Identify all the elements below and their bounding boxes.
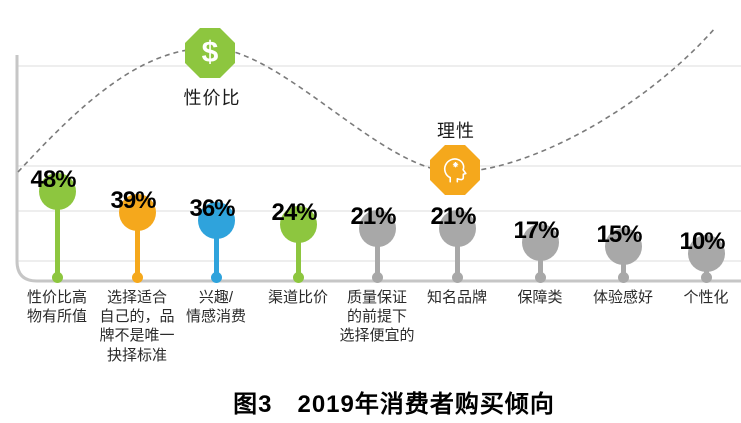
lollipop-base-dot bbox=[700, 271, 712, 283]
lollipop-base-dot bbox=[451, 271, 463, 283]
lollipop-base-dot bbox=[131, 271, 143, 283]
lollipop-base-dot bbox=[371, 271, 383, 283]
value-label: 48% bbox=[30, 166, 76, 193]
dollar-octagon-icon: $ bbox=[185, 28, 235, 78]
value-label: 17% bbox=[513, 217, 559, 244]
lollipop-ball bbox=[279, 205, 317, 243]
lollipop-stick bbox=[213, 220, 219, 277]
lollipop-stick bbox=[374, 228, 380, 277]
value-label: 39% bbox=[110, 187, 156, 214]
category-label: 知名品牌 bbox=[426, 289, 487, 306]
value-label: 15% bbox=[596, 221, 642, 248]
annotation-label-cost-performance: 性价比 bbox=[183, 88, 241, 108]
axis-line bbox=[15, 55, 741, 283]
value-label: 24% bbox=[271, 199, 317, 226]
category-label: 兴趣/ 情感消费 bbox=[185, 289, 246, 326]
lollipop-ball bbox=[118, 193, 156, 231]
lollipop-ball bbox=[358, 209, 396, 247]
value-label: 21% bbox=[430, 203, 476, 230]
head-profile-icon bbox=[443, 158, 467, 183]
head-octagon-icon bbox=[430, 145, 480, 195]
lollipop-ball bbox=[38, 172, 76, 210]
lollipop-base-dot bbox=[617, 271, 629, 283]
category-label: 个性化 bbox=[683, 289, 729, 306]
category-label: 选择适合 自己的，品 牌不是唯一 抉择标准 bbox=[99, 289, 175, 364]
lollipop-base-dot bbox=[534, 271, 546, 283]
lollipop-ball bbox=[604, 227, 642, 265]
lollipop-base-dot bbox=[51, 271, 63, 283]
lollipop-ball bbox=[438, 209, 476, 247]
lollipop-stick bbox=[54, 191, 60, 277]
lollipop-ball bbox=[521, 223, 559, 261]
category-label: 渠道比价 bbox=[267, 289, 328, 306]
dollar-symbol: $ bbox=[201, 36, 219, 69]
category-label: 体验感好 bbox=[592, 289, 653, 306]
lollipop-ball bbox=[687, 234, 725, 272]
value-label: 36% bbox=[189, 195, 235, 222]
lollipop-base-dot bbox=[210, 271, 222, 283]
category-label: 保障类 bbox=[517, 289, 563, 306]
lollipop-stick bbox=[454, 228, 460, 277]
lollipop-stick bbox=[134, 212, 140, 277]
lollipop-stick bbox=[295, 224, 301, 277]
value-label: 10% bbox=[679, 228, 725, 255]
annotation-label-rational: 理性 bbox=[437, 121, 475, 141]
lollipop-ball bbox=[197, 201, 235, 239]
figure-caption: 图3 2019年消费者购买倾向 bbox=[233, 391, 555, 418]
lollipop-base-dot bbox=[292, 271, 304, 283]
trend-curve bbox=[17, 26, 717, 173]
category-label: 质量保证 的前提下 选择便宜的 bbox=[339, 289, 415, 345]
value-label: 21% bbox=[350, 203, 396, 230]
category-label: 性价比高 物有所值 bbox=[26, 289, 87, 326]
